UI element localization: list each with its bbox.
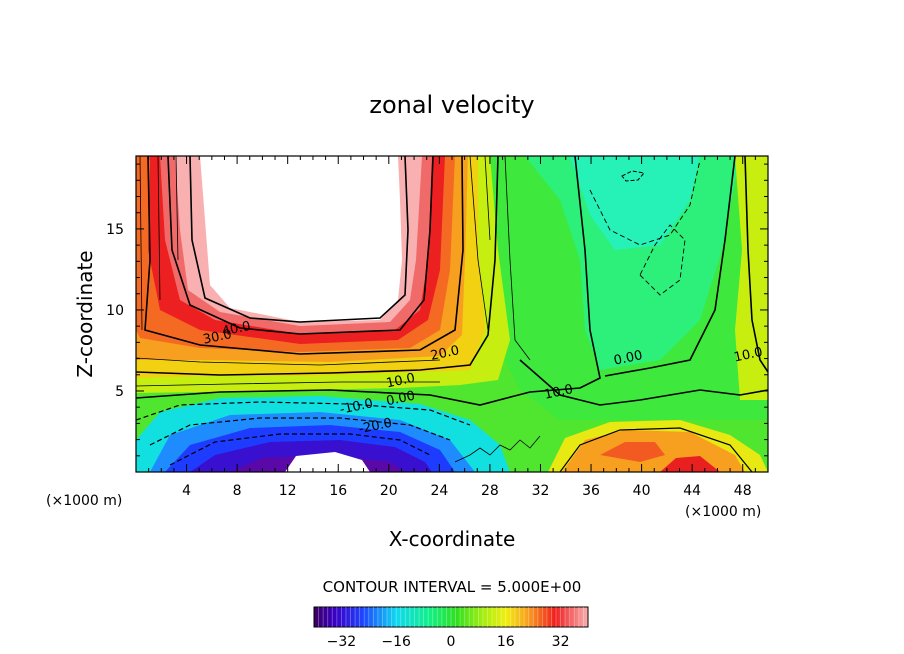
field-region-yellow-east: [735, 156, 768, 400]
x-tick-label: 40: [633, 483, 651, 499]
contour-line-20: [144, 156, 464, 355]
x-tick-label: 28: [481, 483, 499, 499]
contour-label: -10.0: [338, 396, 374, 418]
chart-title: zonal velocity: [369, 91, 534, 119]
contour-interval-label: CONTOUR INTERVAL = 5.000E+00: [323, 578, 582, 596]
colorbar-stripes: [318, 607, 584, 627]
colorbar-tick-label: 0: [447, 634, 456, 650]
field-region-saturated-north: [200, 156, 402, 322]
contour-line-wavy: [454, 435, 541, 463]
x-tick-label: 16: [329, 483, 347, 499]
contour-line-30: [167, 156, 434, 335]
contour-line-neg-4: [589, 159, 701, 246]
x-tick-label: 20: [380, 483, 398, 499]
contour-line-neg-6: [621, 170, 645, 182]
x-unit-left: (×1000 m): [46, 493, 122, 509]
x-tick-label: 48: [734, 483, 752, 499]
contour-line-0-east: [604, 156, 736, 377]
axis-ticks: [136, 156, 768, 472]
x-tick-label: 12: [279, 483, 297, 499]
contour-label: 30.0: [202, 327, 233, 348]
contour-field: [136, 156, 768, 472]
x-tick-label: 44: [683, 483, 701, 499]
contour-label: 10.0: [385, 371, 416, 392]
y-tick-label: 5: [115, 384, 124, 400]
field-region-red-southeast-1: [600, 442, 665, 462]
x-tick-label: 36: [582, 483, 600, 499]
field-region-saturated-south: [285, 452, 370, 472]
contour-line-southeast: [559, 427, 753, 472]
contour-line-0: [136, 156, 601, 406]
contour-label: -20.0: [357, 416, 393, 438]
contour-label: 0.00: [385, 389, 416, 410]
contour-label: 40.0: [221, 319, 252, 340]
x-unit-right: (×1000 m): [685, 504, 761, 520]
contour-label: 10.0: [733, 345, 764, 366]
colorbar: [313, 606, 589, 628]
colorbar-tick-label: −32: [327, 634, 357, 650]
x-tick-label: 32: [532, 483, 550, 499]
contour-line-thin-1: [139, 156, 179, 331]
contour-lines: [136, 156, 768, 472]
x-tick-labels: 4 8 12 16 20 24 28 32 36 40 44 48: [182, 483, 752, 499]
contour-labels: 40.030.020.010.00.00-10.0-20.010.00.00 10…: [202, 319, 764, 437]
field-region-cyan-north: [525, 156, 740, 370]
y-tick-label: 15: [106, 222, 124, 238]
x-tick-label: 4: [182, 483, 191, 499]
contour-line-10: [136, 156, 499, 376]
x-tick-label: 24: [430, 483, 448, 499]
contour-line-thin-3: [136, 357, 441, 387]
contour-label: 10.0: [543, 382, 574, 403]
contour-line-neg-2: [149, 417, 451, 446]
contour-line-40: [189, 156, 409, 323]
contour-line-10-far-east: [744, 156, 768, 373]
contour-line-neg-5: [639, 224, 686, 296]
colorbar-tick-labels: −32 −16 0 16 32: [327, 634, 570, 650]
x-tick-label: 8: [233, 483, 242, 499]
contour-label: 20.0: [429, 343, 460, 364]
contour-line-neg-3: [169, 433, 431, 466]
colorbar-tick-label: 16: [497, 634, 515, 650]
contour-label: 0.00: [613, 348, 644, 369]
y-tick-label: 10: [106, 303, 124, 319]
contour-line-neg-1: [136, 401, 471, 426]
contour-line-thin-2: [469, 156, 531, 361]
x-axis-label: X-coordinate: [389, 527, 516, 551]
colorbar-tick-label: −16: [381, 634, 411, 650]
contour-line-10-east: [519, 359, 768, 406]
field-region-cyan-core: [570, 156, 700, 250]
y-axis-label: Z-coordinate: [73, 250, 97, 377]
colorbar-tick-label: 32: [552, 634, 570, 650]
y-tick-labels: 5 10 15: [106, 222, 124, 400]
